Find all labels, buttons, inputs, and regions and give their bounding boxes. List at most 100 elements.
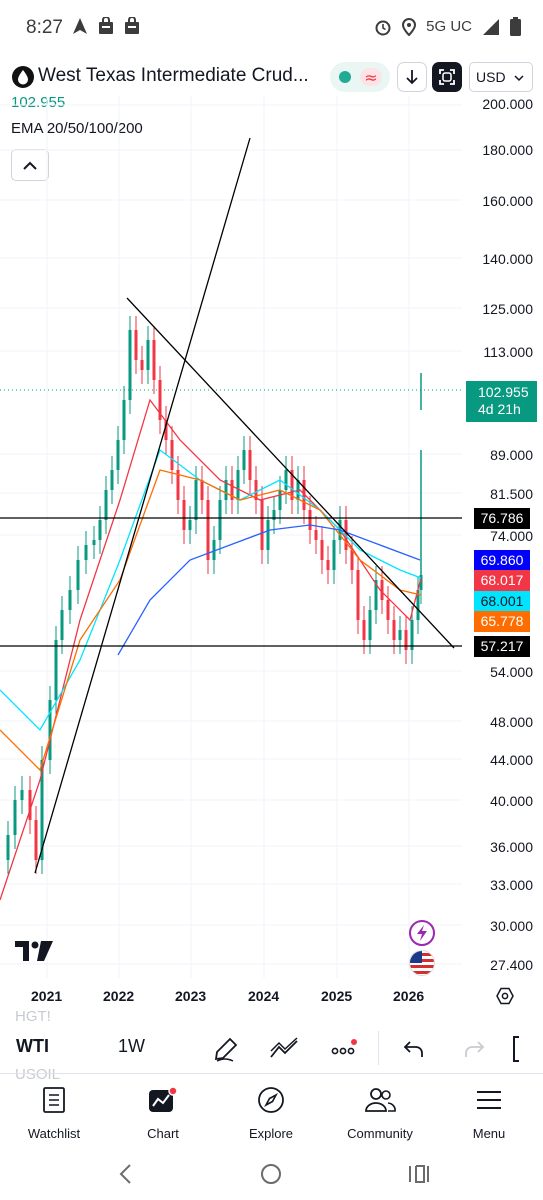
price-scale-label: 40.000 [490, 793, 533, 809]
candle-body [236, 470, 240, 500]
candle-body [140, 360, 144, 370]
live-price-value: 102.955 [478, 384, 529, 400]
nav-explore[interactable]: Explore [226, 1086, 316, 1141]
time-scale-label: 2025 [321, 988, 353, 1004]
candle-body [54, 640, 58, 700]
candle-body [419, 575, 423, 590]
symbol-title[interactable]: West Texas Intermediate Crud... [38, 65, 309, 86]
layout-icon [513, 1036, 519, 1062]
price-scale-label: 180.000 [482, 142, 533, 158]
candle-body [278, 490, 282, 510]
currency-select[interactable]: USD [469, 62, 533, 92]
candle-body [60, 610, 64, 640]
compass-icon [258, 1087, 284, 1113]
price-scale-label: 30.000 [490, 918, 533, 934]
tradingview-logo [15, 941, 53, 966]
candle-body [206, 500, 210, 560]
pencil-icon [214, 1037, 238, 1062]
undo-button[interactable] [399, 1034, 429, 1064]
candle-body [170, 440, 174, 470]
candle-body [110, 470, 114, 490]
fullscreen-button[interactable] [432, 62, 462, 92]
nav-label: Explore [248, 1126, 294, 1141]
nav-menu[interactable]: Menu [444, 1086, 534, 1141]
time-scale-label: 2021 [31, 988, 63, 1004]
candle-body [320, 540, 324, 560]
time-scale-label: 2024 [248, 988, 280, 1004]
nav-chart[interactable]: Chart [118, 1086, 208, 1141]
fullscreen-icon [439, 69, 455, 85]
candle-body [188, 520, 192, 530]
arrow-down-icon [406, 70, 418, 85]
candle-body [386, 600, 390, 620]
shopping-bag-icon [99, 17, 113, 34]
candle-body [350, 550, 354, 570]
shopping-bag-icon [125, 17, 139, 34]
candle-body [152, 340, 156, 380]
price-chart[interactable] [0, 96, 543, 1018]
market-status-pill[interactable]: ≈ [330, 62, 390, 92]
candle-body [28, 790, 32, 820]
ema-100-tag: 65.778 [474, 611, 530, 632]
candle-body [290, 470, 294, 500]
price-scale-label: 200.000 [482, 96, 533, 112]
drawing-tool-button[interactable] [211, 1034, 241, 1064]
nav-watchlist[interactable]: Watchlist [9, 1086, 99, 1141]
network-label: 5G UC [426, 18, 472, 35]
ghost-symbol-below: USOIL [15, 1066, 61, 1083]
time-scale-label: 2026 [393, 988, 425, 1004]
candle-body [76, 560, 80, 590]
redo-button[interactable] [459, 1034, 489, 1064]
indicator-label[interactable]: EMA 20/50/100/200 [11, 120, 143, 137]
ema-20-tag: 68.017 [474, 570, 530, 591]
candle-body [302, 480, 306, 510]
candle-body [308, 510, 312, 530]
chart-settings-icon[interactable] [496, 987, 514, 1010]
candle-body [134, 330, 138, 360]
candle-body [380, 580, 384, 600]
ema-lines [0, 398, 422, 901]
ema-200-line [117, 524, 421, 656]
currency-value: USD [476, 69, 506, 85]
candle-body [164, 420, 168, 440]
navigation-icon [73, 18, 87, 34]
download-button[interactable] [397, 62, 427, 92]
chart-canvas[interactable] [0, 96, 543, 1018]
candle-body [410, 620, 414, 650]
candle-body [368, 610, 372, 640]
indicators-icon [270, 1037, 298, 1058]
us-flag-icon[interactable] [409, 950, 435, 976]
nav-community[interactable]: Community [335, 1086, 425, 1141]
home-button[interactable] [256, 1159, 286, 1189]
candle-body [224, 480, 228, 500]
flash-icon[interactable] [409, 920, 435, 946]
candle-body [284, 470, 288, 490]
candle-body [392, 620, 396, 640]
candle-body [362, 620, 366, 640]
candle-body [230, 480, 234, 500]
drawing-lines [0, 137, 462, 874]
collapse-legend-button[interactable] [11, 149, 49, 181]
menu-icon [477, 1091, 501, 1109]
chevron-up-icon [23, 161, 37, 170]
candle-body [272, 510, 276, 520]
interval-selector[interactable]: 1W [118, 1036, 145, 1056]
back-button[interactable] [110, 1159, 140, 1189]
indicators-button[interactable] [269, 1034, 299, 1064]
last-price: 102.955 [11, 94, 66, 111]
candle-body [404, 630, 408, 650]
more-button[interactable] [329, 1034, 359, 1064]
recents-button[interactable] [404, 1159, 434, 1189]
nav-label: Community [347, 1126, 413, 1141]
price-scale-label: 54.000 [490, 664, 533, 680]
symbol-header: West Texas Intermediate Crud... [0, 58, 543, 96]
trendline-down [126, 297, 455, 649]
candle-body [40, 760, 44, 860]
candle-body [92, 540, 96, 545]
candle-body [104, 490, 108, 520]
candle-body [158, 380, 162, 420]
layout-button[interactable] [513, 1034, 543, 1064]
candle-body [194, 480, 198, 520]
symbol-selector[interactable]: WTI [16, 1036, 49, 1056]
alarm-icon [375, 20, 391, 35]
